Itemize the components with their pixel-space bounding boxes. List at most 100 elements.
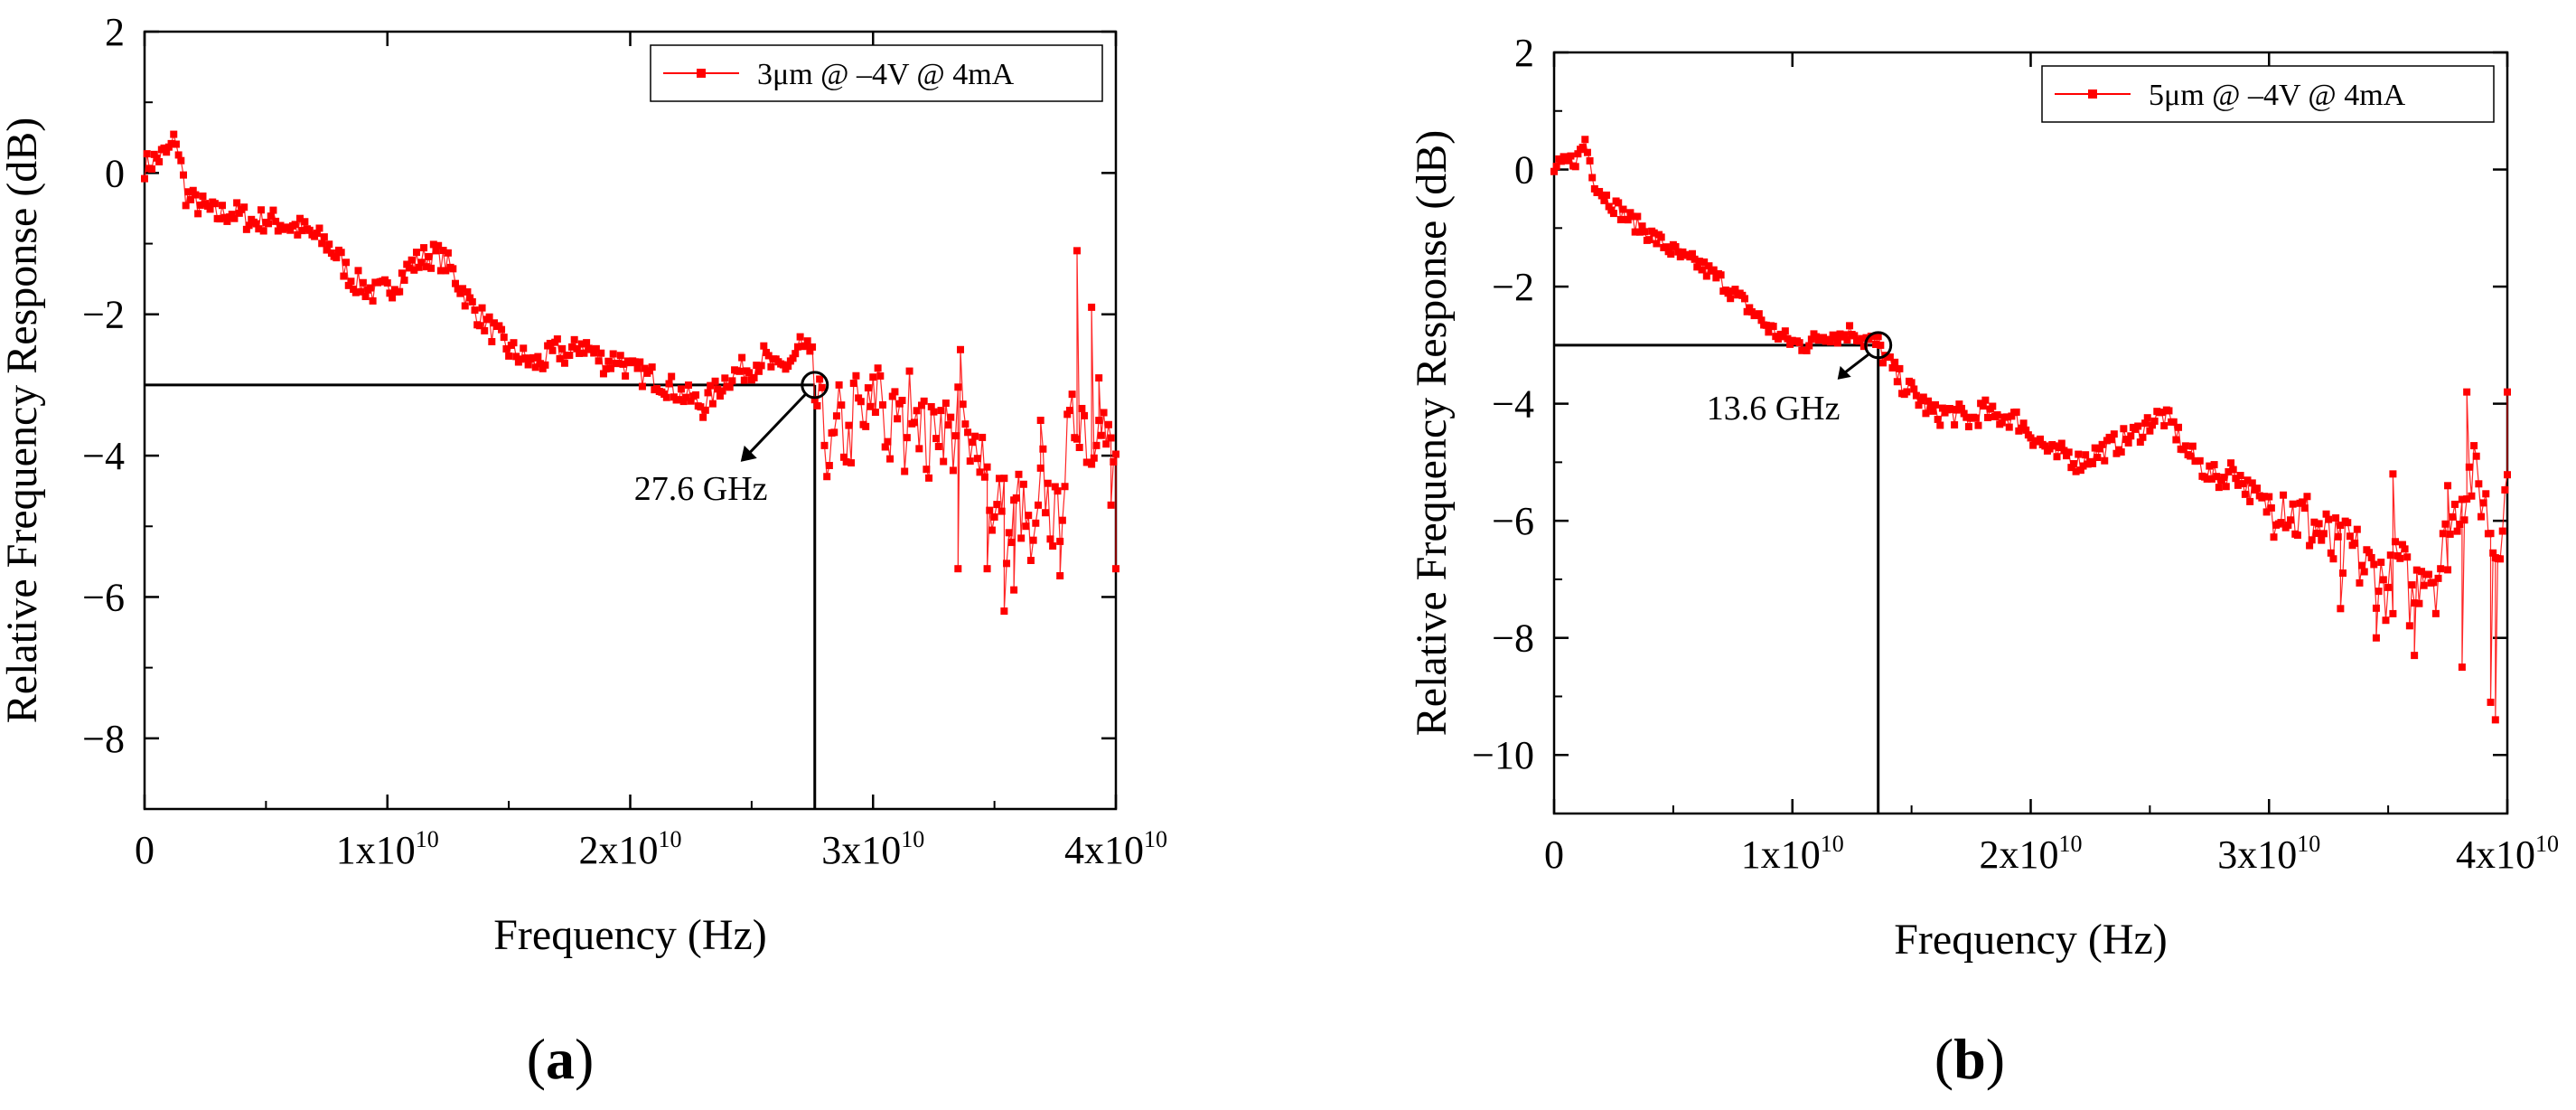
chart-b-data-point (2141, 419, 2150, 428)
chart-a-data-point (167, 139, 175, 147)
chart-b-data-point (2384, 583, 2393, 591)
chart-b-data-point (1896, 364, 1904, 372)
chart-b-data-point (2008, 412, 2016, 420)
chart-a-data-point (340, 272, 348, 280)
chart-b-data-point (2463, 388, 2471, 396)
chart-b-data-point (1762, 321, 1770, 329)
chart-b-data-point (2057, 439, 2065, 447)
chart-b-data-point (1626, 209, 1635, 217)
chart-a-data-point (405, 264, 413, 272)
chart-b-data-point (2286, 516, 2294, 524)
chart-b-data-point (2306, 541, 2314, 550)
chart-a-data-point (1095, 374, 1103, 382)
chart-a-data-point (192, 191, 200, 199)
chart-a-data-point (347, 278, 355, 286)
chart-a-data-point (1026, 557, 1035, 565)
chart-a-data-point (172, 140, 180, 148)
chart-a-data-point (996, 475, 1003, 483)
chart-b-data-point (2089, 459, 2097, 467)
chart-a-data-point (240, 203, 248, 212)
chart-a-data-point (726, 383, 734, 391)
chart-b-data-point (2046, 445, 2054, 453)
panel-b: 0 1x1010 2x1010 3x1010 4x101020−2−4−6−8−10Fr… (1408, 31, 2559, 964)
chart-b-data-point (2146, 427, 2154, 435)
chart-b-data-point (1629, 212, 1637, 221)
chart-b-data-point (1795, 339, 1803, 347)
chart-a-x-tick-mantissa: 1x10 (336, 828, 416, 872)
chart-a-data-point (918, 401, 925, 409)
chart-a-data-point (1051, 483, 1059, 491)
chart-a-data-point (435, 241, 443, 249)
chart-a-data-point (425, 252, 433, 260)
chart-a-legend: 3μm @ –4V @ 4mA (650, 44, 1103, 102)
chart-b-data-point (2213, 473, 2221, 481)
chart-a-data-point (622, 372, 630, 380)
chart-a-data-point (894, 415, 902, 423)
chart-a-data-point (267, 212, 275, 221)
chart-a-data-point (915, 445, 923, 453)
chart-a-data-point (320, 233, 328, 241)
chart-a-data-point (454, 285, 462, 293)
chart-a-data-point (944, 421, 952, 429)
chart-a-data-point (704, 389, 712, 397)
chart-b-data-point (2110, 430, 2118, 438)
chart-a-x-tick-exponent: 10 (659, 826, 682, 852)
chart-b-data-point (1912, 391, 1920, 400)
chart-b-data-point (2437, 565, 2445, 573)
chart-b-data-point (2356, 579, 2364, 587)
chart-b-data-point (2418, 568, 2426, 576)
chart-b-data-point (1619, 205, 1627, 213)
chart-b-data-point (1657, 233, 1665, 241)
chart-b-data-point (1578, 143, 1587, 151)
chart-a-data-point (177, 156, 185, 165)
chart-b-data-point (2441, 520, 2450, 528)
chart-b-data-point (1993, 410, 2001, 419)
chart-a-data-point (849, 380, 857, 388)
chart-a-data-point (699, 413, 707, 421)
chart-a-data-point (816, 375, 824, 383)
chart-a-data-point (407, 256, 416, 264)
chart-b-data-point (2094, 454, 2102, 462)
chart-b-data-point (2206, 462, 2214, 470)
chart-b-data-point (2098, 440, 2106, 448)
chart-b-data-point (2444, 482, 2452, 490)
chart-b-data-point (1784, 334, 1792, 343)
chart-b-y-tick-label: 0 (1514, 148, 1534, 193)
chart-a-data-point (420, 244, 428, 252)
chart-b-data-point (1938, 404, 1946, 412)
chart-a-data-point (160, 144, 168, 152)
chart-a-data-point (745, 369, 754, 377)
chart-b-data-point (2392, 538, 2400, 546)
chart-a-data-point (986, 506, 994, 514)
chart-b-data-point (2300, 504, 2309, 513)
chart-b-data-point (2458, 495, 2466, 503)
chart-b-data-point (1960, 409, 1968, 418)
chart-a-data-point (1019, 480, 1027, 488)
chart-a-data-point (874, 364, 882, 372)
chart-b-data-point (2056, 443, 2064, 451)
chart-b-data-point (1581, 136, 1589, 144)
chart-a-data-point (1065, 407, 1073, 415)
chart-b-data-point (2456, 521, 2464, 529)
chart-a-data-point (641, 364, 649, 372)
chart-b-data-point (2299, 498, 2307, 506)
chart-a-data-point (820, 441, 829, 449)
chart-a-x-tick-label: 1x1010 (336, 826, 439, 872)
chart-b-data-point (1650, 229, 1658, 237)
chart-a-data-point (592, 344, 600, 353)
chart-a-data-point (386, 289, 394, 297)
chart-b-data-point (1567, 152, 1575, 160)
chart-b-data-point (2225, 467, 2233, 475)
chart-b-data-point (2434, 574, 2442, 582)
chart-b-x-tick-exponent: 10 (2297, 831, 2320, 857)
chart-b-data-point (2468, 492, 2476, 500)
chart-a-data-point (442, 267, 450, 275)
chart-a-data-point (485, 313, 493, 321)
chart-a-data-point (869, 373, 877, 381)
chart-a-data-point (521, 354, 529, 362)
chart-a-data-point (245, 221, 253, 230)
chart-b-data-point (2075, 450, 2083, 458)
chart-a-x-tick-label: 3x1010 (821, 826, 924, 872)
chart-a-data-point (940, 457, 948, 466)
chart-a-data-point (884, 437, 892, 446)
